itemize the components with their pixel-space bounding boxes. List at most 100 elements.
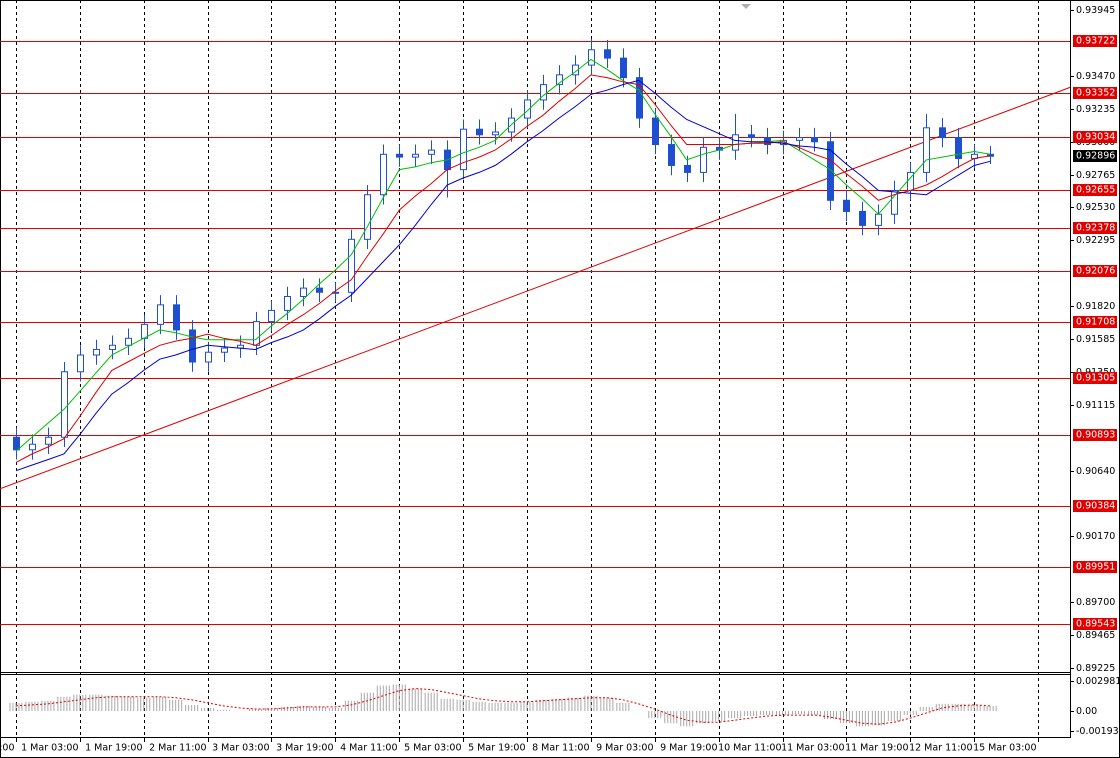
- level-label: 0.92076: [1076, 266, 1115, 277]
- candle-body: [684, 164, 691, 173]
- candle-body: [843, 199, 850, 212]
- current-price-label: 0.92896: [1076, 151, 1115, 162]
- level-label: 0.92655: [1076, 185, 1115, 196]
- time-label: 9 Mar 03:00: [596, 743, 653, 754]
- candle-body: [891, 190, 898, 215]
- level-label-box: [1073, 87, 1117, 99]
- candle-body: [45, 436, 52, 445]
- candle-body: [141, 323, 148, 339]
- level-label: 0.93352: [1076, 88, 1115, 99]
- level-label: 0.91305: [1076, 373, 1115, 384]
- candle-body: [875, 213, 882, 226]
- main-pane: [0, 38, 1071, 625]
- price-tick-label: 0.93945: [1076, 5, 1115, 16]
- time-label: 5 Mar 19:00: [468, 743, 525, 754]
- candle-body: [748, 134, 755, 139]
- candle-body: [205, 351, 212, 363]
- candle-body: [364, 194, 371, 240]
- oscillator-pane: [9, 684, 997, 727]
- osc-tick-label: 0.00: [1076, 706, 1097, 717]
- candle-body: [77, 354, 84, 373]
- time-label: 15 Mar 03:00: [973, 743, 1036, 754]
- candle-body: [412, 153, 419, 158]
- osc-tick-label: -0.001939: [1076, 726, 1120, 737]
- moving-average: [15, 79, 991, 472]
- candle-body: [524, 99, 531, 119]
- candle-body: [859, 210, 866, 226]
- level-label-box: [1073, 372, 1117, 384]
- candle-body: [13, 436, 20, 451]
- price-tick-label: 0.93235: [1076, 104, 1115, 115]
- moving-average: [15, 58, 991, 452]
- candle-body: [460, 128, 467, 171]
- level-label-box: [1073, 184, 1117, 196]
- candle-body: [268, 309, 275, 323]
- candle-body: [253, 321, 260, 346]
- level-label-box: [1073, 429, 1117, 441]
- candle-body: [987, 153, 994, 157]
- time-label: 11 Mar 19:00: [845, 743, 908, 754]
- candle-body: [284, 295, 291, 311]
- osc-tick-label: 0.002981: [1076, 676, 1120, 687]
- price-tick-label: 0.91585: [1076, 334, 1115, 345]
- candle-body: [636, 77, 643, 119]
- time-label: 2 Mar 11:00: [149, 743, 206, 754]
- candle-body: [811, 137, 818, 143]
- level-label: 0.92378: [1076, 223, 1115, 234]
- candle-body: [652, 117, 659, 146]
- level-label-box: [1073, 35, 1117, 47]
- candle-body: [700, 146, 707, 173]
- level-label: 0.93034: [1076, 132, 1115, 143]
- candle-body: [380, 153, 387, 196]
- time-label: 9 Mar 19:00: [660, 743, 717, 754]
- level-label: 0.90384: [1076, 501, 1115, 512]
- candle-body: [572, 64, 579, 76]
- time-label: 4 Mar 11:00: [340, 743, 397, 754]
- current-price-box: [1073, 150, 1117, 162]
- candle-body: [556, 74, 563, 86]
- candle-body: [157, 304, 164, 325]
- candle-body: [29, 443, 36, 451]
- price-tick-label: 0.89700: [1076, 597, 1115, 608]
- price-tick-label: 0.89225: [1076, 663, 1115, 674]
- price-tick-label: 0.90640: [1076, 466, 1115, 477]
- level-label-box: [1073, 316, 1117, 328]
- time-label: 3 Mar 03:00: [212, 743, 269, 754]
- time-label: 5 Mar 03:00: [404, 743, 461, 754]
- candle-body: [300, 287, 307, 297]
- candle-body: [604, 49, 611, 59]
- candle-body: [428, 149, 435, 155]
- price-tick-label: 0.92765: [1076, 170, 1115, 181]
- candle-body: [827, 141, 834, 201]
- time-label: 11 Mar 03:00: [781, 743, 844, 754]
- price-tick-label: 0.90170: [1076, 531, 1115, 542]
- level-label-box: [1073, 265, 1117, 277]
- trend-line: [0, 86, 1071, 490]
- time-label: 8 Mar 11:00: [532, 743, 589, 754]
- candle-body: [492, 131, 499, 136]
- price-tick-label: 0.93470: [1076, 71, 1115, 82]
- time-label: 1 Mar 03:00: [21, 743, 78, 754]
- axes: 1:00 1 Mar 03:00 1 Mar 19:00 2 Mar 11:00 3 M…: [0, 5, 1120, 754]
- candle-body: [316, 287, 323, 293]
- candle-body: [348, 238, 355, 293]
- level-label: 0.89543: [1076, 619, 1115, 630]
- time-label: 1 Mar 19:00: [85, 743, 142, 754]
- price-tick-label: 0.91820: [1076, 301, 1115, 312]
- candle-body: [189, 329, 196, 363]
- time-label: 10 Mar 11:00: [718, 743, 781, 754]
- candle-body: [955, 137, 962, 159]
- price-tick-label: 0.92530: [1076, 202, 1115, 213]
- candle-body: [620, 57, 627, 79]
- level-label-box: [1073, 618, 1117, 630]
- time-label: 3 Mar 19:00: [276, 743, 333, 754]
- candle-body: [939, 127, 946, 139]
- candle-body: [923, 127, 930, 173]
- level-label: 0.90893: [1076, 430, 1115, 441]
- candle-body: [796, 137, 803, 141]
- price-tick-label: 0.92295: [1076, 235, 1115, 246]
- candle-body: [173, 304, 180, 331]
- level-label-box: [1073, 500, 1117, 512]
- candle-body: [540, 84, 547, 101]
